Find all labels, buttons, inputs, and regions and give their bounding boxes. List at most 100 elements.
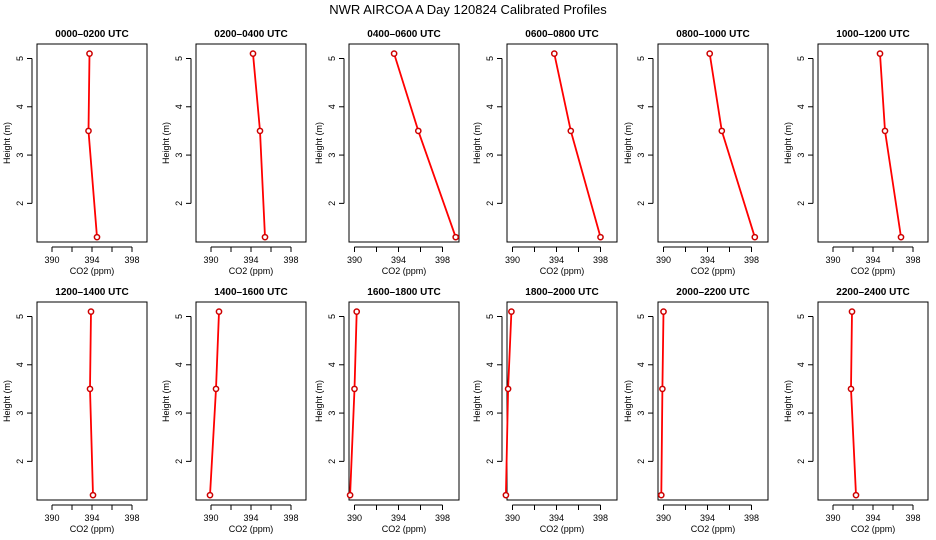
data-point [86, 385, 94, 393]
x-axis-label: CO2 (ppm) [691, 524, 736, 534]
y-axis-label: Height (m) [623, 380, 633, 422]
profile-line [89, 311, 94, 496]
x-tick-label: 398 [593, 255, 608, 265]
y-tick-label: 2 [174, 201, 184, 206]
data-point [876, 50, 884, 58]
data-point [452, 233, 460, 241]
x-tick-label: 398 [744, 513, 759, 523]
data-point [504, 385, 512, 393]
data-point [848, 308, 856, 316]
y-tick-label: 3 [636, 411, 646, 416]
x-tick-label: 398 [905, 513, 920, 523]
y-tick-label: 4 [636, 104, 646, 109]
y-tick-label: 3 [15, 411, 25, 416]
x-axis-label: CO2 (ppm) [70, 524, 115, 534]
data-point [852, 491, 860, 499]
x-tick-label: 394 [243, 255, 258, 265]
y-tick-label: 5 [796, 56, 806, 61]
y-tick-label: 2 [15, 201, 25, 206]
profile-line [553, 53, 602, 238]
y-axis-label: Height (m) [161, 122, 171, 164]
x-tick-label: 394 [865, 513, 880, 523]
y-tick-label: 2 [796, 459, 806, 464]
x-tick-label: 390 [44, 255, 59, 265]
y-tick-label: 5 [15, 314, 25, 319]
x-tick-label: 390 [347, 255, 362, 265]
data-point [206, 491, 214, 499]
data-point [390, 50, 398, 58]
data-point [659, 385, 666, 393]
x-tick-label: 390 [347, 513, 362, 523]
x-tick-label: 390 [505, 255, 520, 265]
y-tick-label: 5 [636, 56, 646, 61]
y-tick-label: 3 [327, 411, 337, 416]
y-tick-label: 2 [174, 459, 184, 464]
data-point [89, 491, 97, 499]
y-axis-label: Height (m) [472, 380, 482, 422]
y-tick-label: 4 [15, 362, 25, 367]
x-tick-label: 398 [435, 255, 450, 265]
x-tick-label: 394 [549, 255, 564, 265]
x-axis-label: CO2 (ppm) [540, 524, 585, 534]
y-axis-label: Height (m) [314, 122, 324, 164]
x-tick-label: 390 [203, 255, 218, 265]
panel-title: 0400–0600 UTC [367, 29, 440, 40]
x-tick-label: 398 [283, 513, 298, 523]
panel-4: 0600–0800 UTC 390 394 398 CO2 (ppm) 2 3 4 5 Heigh… [472, 29, 618, 276]
x-axis-label: CO2 (ppm) [229, 524, 274, 534]
panel-2: 0200–0400 UTC 390 394 398 CO2 (ppm) 2 3 4 5 Heigh… [161, 29, 307, 276]
plot-frame [36, 43, 148, 243]
profile-line [252, 53, 266, 238]
panel-title: 0800–1000 UTC [676, 29, 749, 40]
panel-title: 1200–1400 UTC [55, 287, 128, 298]
plot-frame [817, 43, 929, 243]
panel-title: 1400–1600 UTC [214, 287, 287, 298]
panel-6: 1000–1200 UTC 390 394 398 CO2 (ppm) 2 3 4 5 Heigh… [783, 29, 929, 276]
y-tick-label: 5 [174, 314, 184, 319]
data-point [897, 233, 905, 241]
plot-frame [348, 301, 460, 501]
x-tick-label: 390 [825, 513, 840, 523]
x-tick-label: 398 [283, 255, 298, 265]
y-tick-label: 4 [636, 362, 646, 367]
x-tick-label: 398 [744, 255, 759, 265]
x-tick-label: 394 [700, 513, 715, 523]
panel-1: 0000–0200 UTC 390 394 398 CO2 (ppm) 2 3 4 5 Heigh… [2, 29, 148, 276]
x-axis-label: CO2 (ppm) [382, 524, 427, 534]
y-tick-label: 4 [796, 104, 806, 109]
y-tick-label: 5 [327, 56, 337, 61]
y-tick-label: 5 [327, 314, 337, 319]
y-tick-label: 2 [15, 459, 25, 464]
y-axis-label: Height (m) [623, 122, 633, 164]
data-point [261, 233, 269, 241]
y-axis-label: Height (m) [314, 380, 324, 422]
panel-title: 2000–2200 UTC [676, 287, 749, 298]
x-axis-label: CO2 (ppm) [70, 266, 115, 276]
x-tick-label: 390 [656, 255, 671, 265]
data-point [881, 127, 889, 135]
x-tick-label: 394 [549, 513, 564, 523]
profile-line [209, 311, 220, 496]
x-tick-label: 398 [124, 255, 139, 265]
panel-5: 0800–1000 UTC 390 394 398 CO2 (ppm) 2 3 4 5 Heigh… [623, 29, 769, 276]
data-point [93, 233, 101, 241]
panel-3: 0400–0600 UTC 390 394 398 CO2 (ppm) 2 3 4 5 Heigh… [314, 29, 460, 276]
x-tick-label: 398 [905, 255, 920, 265]
y-tick-label: 5 [174, 56, 184, 61]
panel-11: 2000–2200 UTC 390 394 398 CO2 (ppm) 2 3 4 5 Heigh… [623, 287, 769, 534]
x-axis-label: CO2 (ppm) [691, 266, 736, 276]
data-point [249, 50, 257, 58]
x-tick-label: 390 [656, 513, 671, 523]
x-tick-label: 394 [391, 513, 406, 523]
data-point [351, 385, 358, 393]
x-axis-label: CO2 (ppm) [382, 266, 427, 276]
y-axis-label: Height (m) [2, 380, 12, 422]
y-tick-label: 4 [485, 362, 495, 367]
y-tick-label: 3 [174, 411, 184, 416]
y-tick-label: 4 [174, 362, 184, 367]
x-tick-label: 398 [593, 513, 608, 523]
profile-line [660, 311, 665, 496]
figure-title: NWR AIRCOA A Day 120824 Calibrated Profi… [329, 2, 607, 17]
y-axis-label: Height (m) [472, 122, 482, 164]
y-tick-label: 4 [15, 104, 25, 109]
